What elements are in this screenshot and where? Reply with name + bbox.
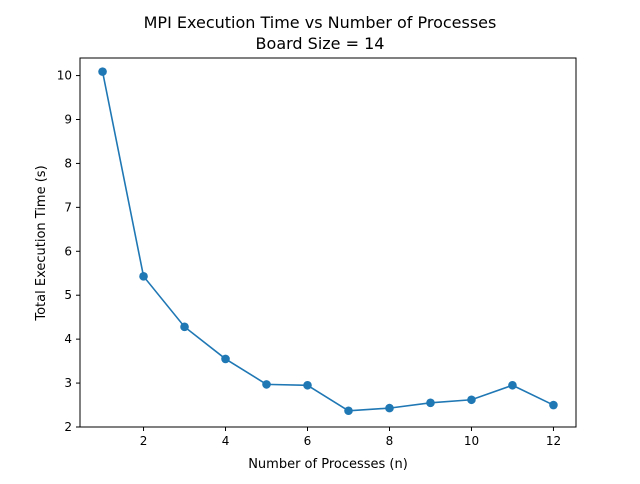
y-axis-label: Total Execution Time (s) bbox=[34, 165, 49, 321]
plot-area bbox=[98, 67, 558, 416]
data-point bbox=[262, 380, 271, 389]
data-point bbox=[385, 403, 394, 413]
y-tick-label: 9 bbox=[64, 113, 72, 127]
x-tick-label: 8 bbox=[386, 434, 394, 448]
data-point bbox=[303, 380, 312, 390]
data-point bbox=[467, 395, 476, 405]
data-point bbox=[180, 322, 189, 332]
data-point bbox=[221, 354, 230, 364]
x-tick-label: 2 bbox=[140, 434, 148, 448]
data-point bbox=[344, 406, 353, 416]
y-tick-label: 3 bbox=[64, 376, 72, 390]
x-tick-label: 12 bbox=[546, 434, 561, 448]
chart-subtitle: Board Size = 14 bbox=[256, 34, 385, 53]
data-point bbox=[426, 398, 435, 408]
x-tick-label: 4 bbox=[222, 434, 230, 448]
data-point bbox=[549, 400, 558, 410]
y-tick-label: 4 bbox=[64, 332, 72, 346]
y-tick-label: 8 bbox=[64, 156, 72, 170]
y-tick-label: 10 bbox=[57, 69, 72, 83]
x-tick-label: 6 bbox=[304, 434, 312, 448]
x-tick-label: 10 bbox=[464, 434, 479, 448]
y-tick-label: 7 bbox=[64, 200, 72, 214]
series-line bbox=[101, 71, 554, 412]
chart-title: MPI Execution Time vs Number of Processe… bbox=[144, 13, 497, 32]
data-point bbox=[139, 272, 148, 281]
axes: 2 4 6 8 10 12 2 3 4 5 6 7 8 9 10 bbox=[57, 57, 577, 448]
y-tick-label: 5 bbox=[64, 288, 72, 302]
x-axis-label: Number of Processes (n) bbox=[248, 457, 408, 472]
plot-frame bbox=[79, 57, 577, 428]
y-tick-label: 2 bbox=[64, 420, 72, 434]
data-point bbox=[508, 380, 517, 390]
y-tick-label: 6 bbox=[64, 244, 72, 258]
data-point bbox=[98, 67, 107, 76]
